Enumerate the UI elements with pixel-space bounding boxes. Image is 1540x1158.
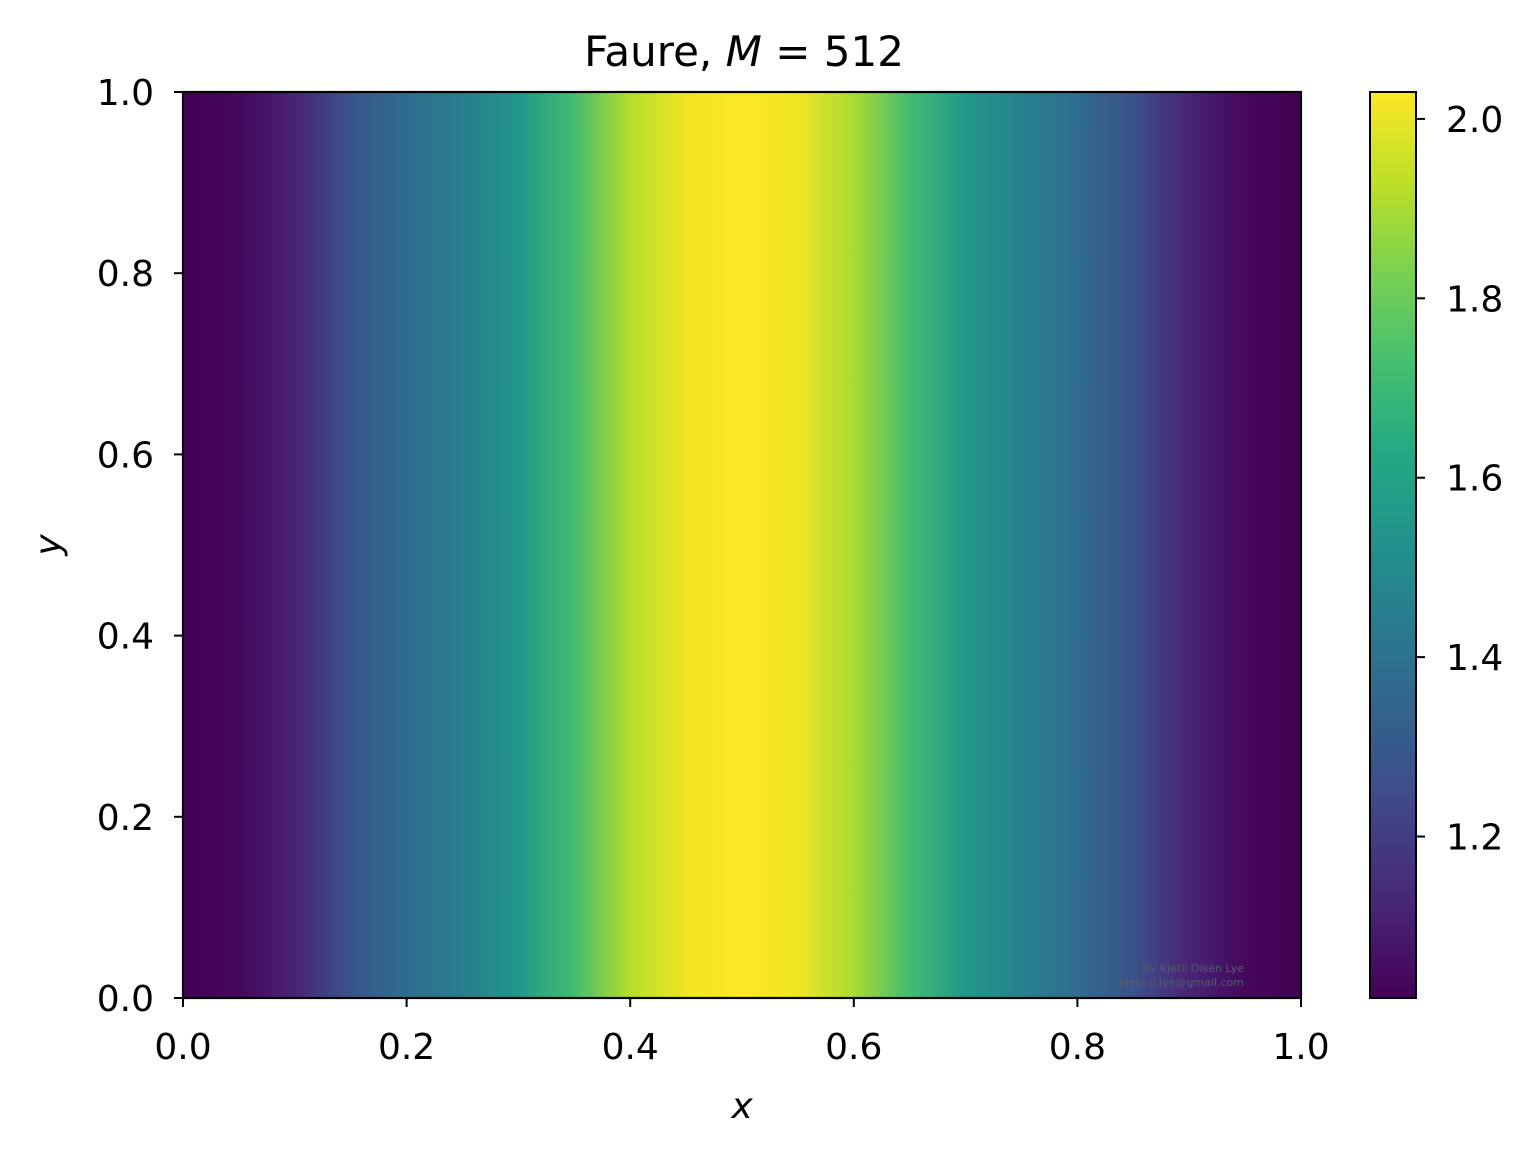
x-tick-label: 0.0: [154, 1027, 211, 1068]
colorbar-tick-label: 1.4: [1446, 638, 1503, 679]
x-axis-ticks: 0.0 0.2 0.4 0.6 0.8 1.0: [154, 998, 1330, 1068]
y-axis-label: y: [28, 534, 69, 557]
y-tick-label: 0.0: [97, 979, 154, 1020]
colorbar-tick-label: 1.6: [1446, 459, 1503, 500]
colorbar-frame: [1369, 91, 1417, 999]
colorbar-tick-label: 1.2: [1446, 818, 1503, 859]
y-tick-label: 1.0: [97, 73, 154, 114]
chart-title: Faure, M = 512: [584, 27, 904, 76]
y-axis-ticks: 0.0 0.2 0.4 0.6 0.8 1.0: [97, 73, 183, 1020]
colorbar-tick-label: 1.8: [1446, 279, 1503, 320]
x-tick-label: 0.6: [825, 1027, 882, 1068]
x-tick-label: 0.4: [602, 1027, 659, 1068]
x-axis-label: x: [730, 1086, 753, 1127]
y-tick-label: 0.4: [97, 617, 154, 658]
colorbar: [1370, 92, 1416, 998]
y-tick-label: 0.2: [97, 798, 154, 839]
x-tick-label: 1.0: [1272, 1027, 1329, 1068]
x-tick-label: 0.8: [1049, 1027, 1106, 1068]
x-tick-label: 0.2: [378, 1027, 435, 1068]
y-tick-label: 0.8: [97, 254, 154, 295]
colorbar-ticks: 1.2 1.4 1.6 1.8 2.0: [1416, 100, 1503, 859]
colorbar-tick-label: 2.0: [1446, 100, 1503, 141]
watermark-email: kjetil.o.lye@gmail.com: [1119, 976, 1244, 989]
y-tick-label: 0.6: [97, 435, 154, 476]
watermark-author: By Kjetil Olsen Lye: [1142, 962, 1244, 975]
plot-frame: [181, 90, 1303, 1000]
heatmap-field: [183, 92, 1301, 998]
